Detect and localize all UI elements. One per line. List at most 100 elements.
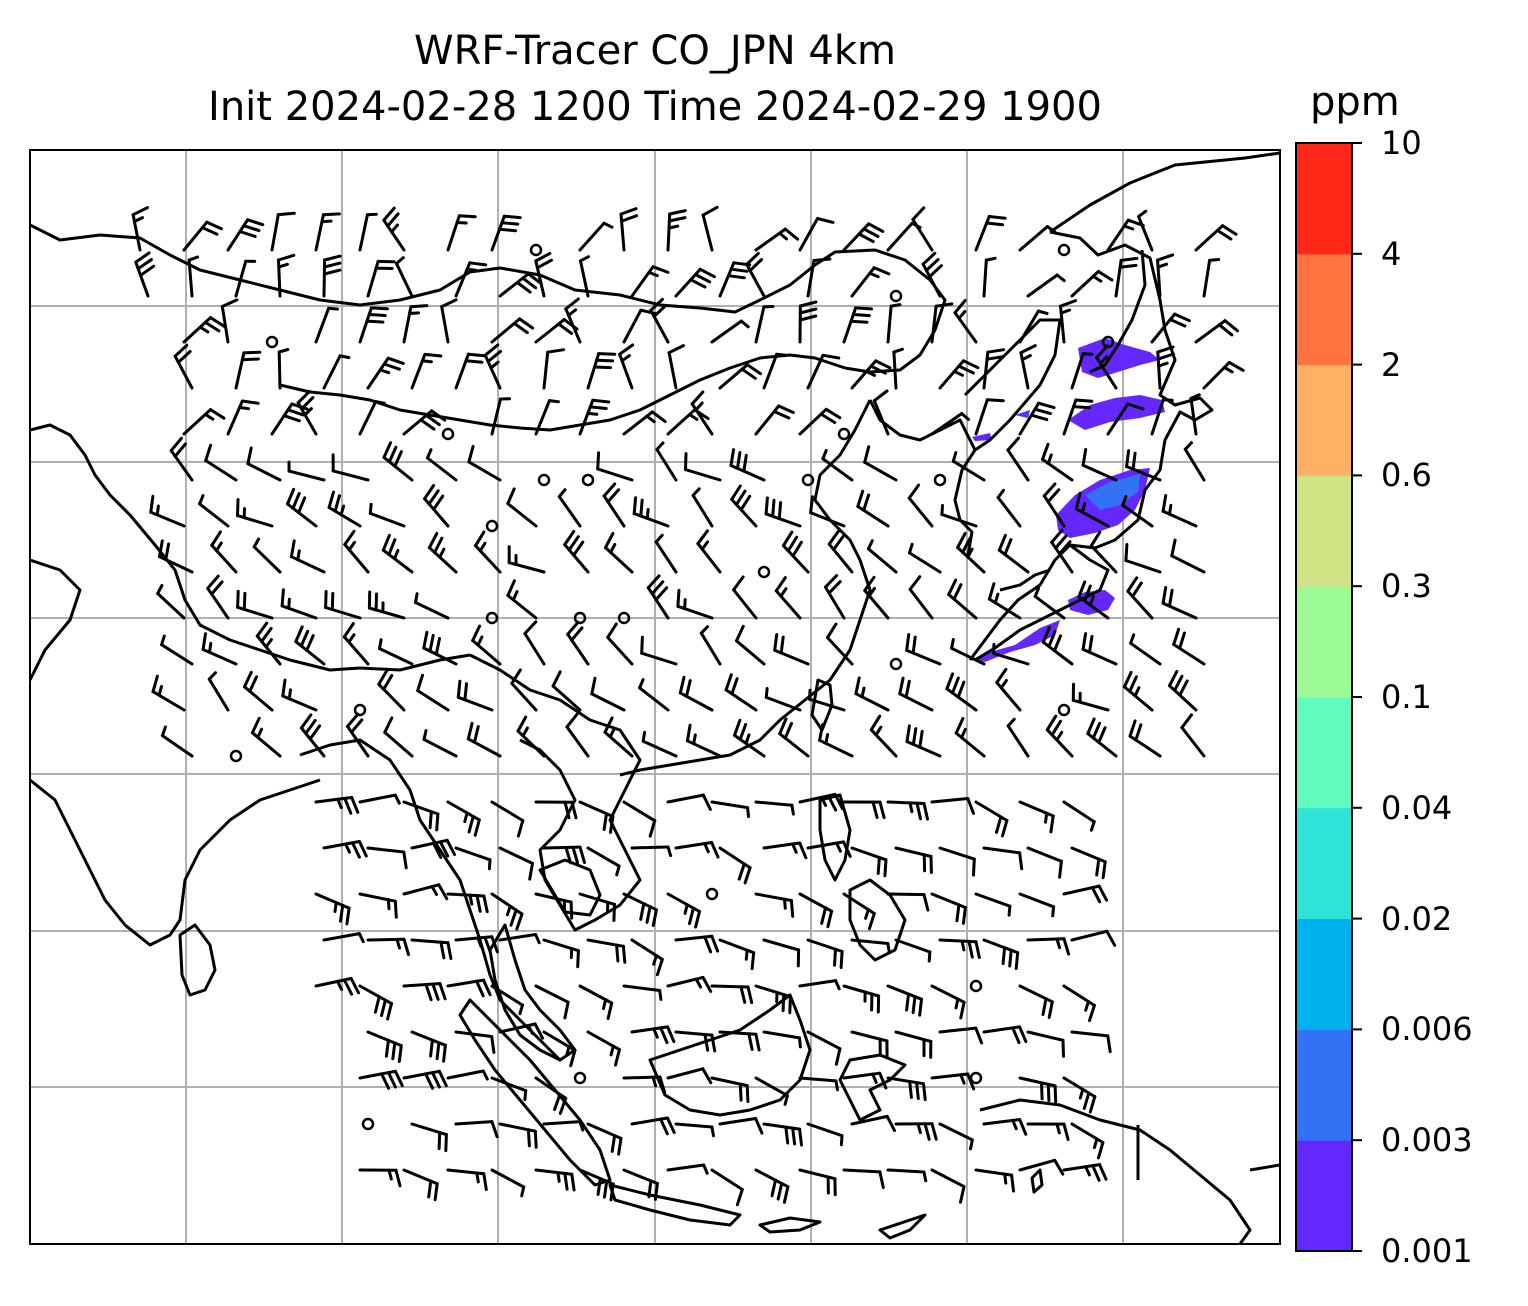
wind-barb-feather <box>1105 929 1117 947</box>
wind-barb-feather <box>602 998 608 1010</box>
wind-barb-feather <box>791 540 803 558</box>
wind-barb-feather <box>1161 494 1168 513</box>
wind-barb-feather <box>526 1024 534 1035</box>
wind-barb-feather <box>1133 686 1141 698</box>
wind-barb-shaft <box>382 218 406 252</box>
wind-barb-feather <box>236 498 240 518</box>
wind-barb-feather <box>1055 273 1066 283</box>
wind-barb-feather <box>953 298 967 315</box>
wind-barb-shaft <box>974 398 989 436</box>
wind-barb-feather <box>323 254 342 262</box>
wind-barb-feather <box>739 319 750 329</box>
wind-barb-feather <box>590 676 597 696</box>
wind-barb-feather <box>878 1071 888 1090</box>
wind-barb-feather <box>1046 488 1061 504</box>
wind-barb-feather <box>299 713 313 730</box>
wind-barb-feather <box>1088 634 1094 654</box>
wind-barb-shaft <box>930 797 970 804</box>
wind-barb-feather <box>915 1081 920 1100</box>
wind-barb-feather <box>774 576 787 593</box>
wind-barb-feather <box>518 317 535 330</box>
wind-barb-feather <box>930 1122 938 1141</box>
wind-barb-feather <box>566 620 580 636</box>
wind-barb-feather <box>490 1035 496 1054</box>
wind-barb-feather <box>1058 540 1072 556</box>
wind-barb-feather <box>151 674 159 694</box>
wind-barb-shaft <box>368 511 406 528</box>
wind-barb-feather <box>798 314 818 322</box>
wind-barb-shaft <box>490 317 522 344</box>
wind-barb-shaft <box>774 589 802 620</box>
wind-barb-feather <box>1122 670 1133 689</box>
wind-barb-feather <box>921 251 937 266</box>
wind-barb-shaft <box>454 846 492 862</box>
wind-barb-feather <box>640 635 644 655</box>
wind-barb-feather <box>684 452 688 472</box>
wind-barb-feather <box>471 624 482 642</box>
wind-barb-feather <box>209 316 226 328</box>
wind-barb-feather <box>464 359 484 364</box>
wind-barb-feather <box>534 933 541 945</box>
wind-barb-feather <box>1170 538 1177 558</box>
wind-barb-shaft <box>498 933 538 942</box>
wind-barb-shaft <box>182 408 212 436</box>
wind-barb-feather <box>911 206 926 221</box>
wind-barb-feather <box>365 319 385 324</box>
wind-barb-feather <box>745 1084 750 1104</box>
wind-barb-feather <box>778 231 788 241</box>
wind-barb-feather <box>1053 634 1062 653</box>
wind-barb-feather <box>204 443 213 462</box>
wind-barb-shaft <box>358 984 393 1005</box>
wind-barb-feather <box>506 579 516 597</box>
wind-barb-feather <box>1168 588 1174 608</box>
wind-barb-shaft <box>440 305 450 344</box>
wind-barb-feather <box>955 903 961 923</box>
wind-barb-feather <box>905 633 911 652</box>
wind-barb-feather <box>426 448 433 460</box>
wind-barb-feather <box>967 940 974 959</box>
wind-barb-feather <box>966 797 975 815</box>
wind-barb-feather <box>777 404 795 414</box>
wind-barb-feather <box>764 687 769 699</box>
wind-barb-shaft <box>490 892 524 916</box>
wind-barb-feather <box>591 398 611 404</box>
wind-barb-feather <box>639 498 644 518</box>
wind-barb-feather <box>350 796 360 814</box>
wind-barb-feather <box>739 494 752 512</box>
wind-barb-feather <box>1051 905 1056 918</box>
wind-barb-shaft <box>866 547 898 574</box>
wind-barb-feather <box>1128 675 1138 693</box>
wind-barb-feather <box>972 857 976 877</box>
wind-barb-shaft <box>886 304 893 344</box>
wind-barb-shaft <box>798 1168 837 1181</box>
wind-barb-shaft <box>604 546 634 574</box>
wind-barb-feather <box>557 322 574 335</box>
wind-barb-feather <box>927 950 932 963</box>
wind-barb-feather <box>486 349 502 363</box>
wind-barb-shaft <box>151 690 186 712</box>
wind-barb-feather <box>432 841 443 859</box>
wind-barb-feather <box>647 1179 653 1199</box>
wind-barb-feather <box>744 733 751 745</box>
wind-barb-feather <box>702 1163 709 1175</box>
wind-barb-feather <box>1084 1000 1090 1012</box>
wind-barb-feather <box>701 793 712 811</box>
wind-barb-feather <box>380 998 387 1018</box>
wind-barb-feather <box>685 723 692 743</box>
wind-barb-feather <box>473 725 480 744</box>
wind-barb-feather <box>323 261 342 269</box>
wind-barb-feather <box>777 501 783 521</box>
colorbar-tick-label: 0.02 <box>1381 899 1453 938</box>
wind-barb-shaft <box>666 1067 705 1080</box>
wind-barb-feather <box>548 399 560 404</box>
wind-barb-shaft <box>729 464 766 482</box>
wind-barb-feather <box>1033 586 1041 598</box>
wind-barb-shaft <box>1071 698 1110 712</box>
wind-barb-shaft <box>490 1168 526 1189</box>
wind-barb-feather <box>694 273 712 284</box>
wind-barb-shaft <box>410 938 450 945</box>
wind-barb-feather <box>618 343 635 356</box>
wind-barb-shaft <box>930 1168 966 1189</box>
wind-barb-feather <box>294 625 304 644</box>
wind-barb-feather <box>842 840 852 858</box>
